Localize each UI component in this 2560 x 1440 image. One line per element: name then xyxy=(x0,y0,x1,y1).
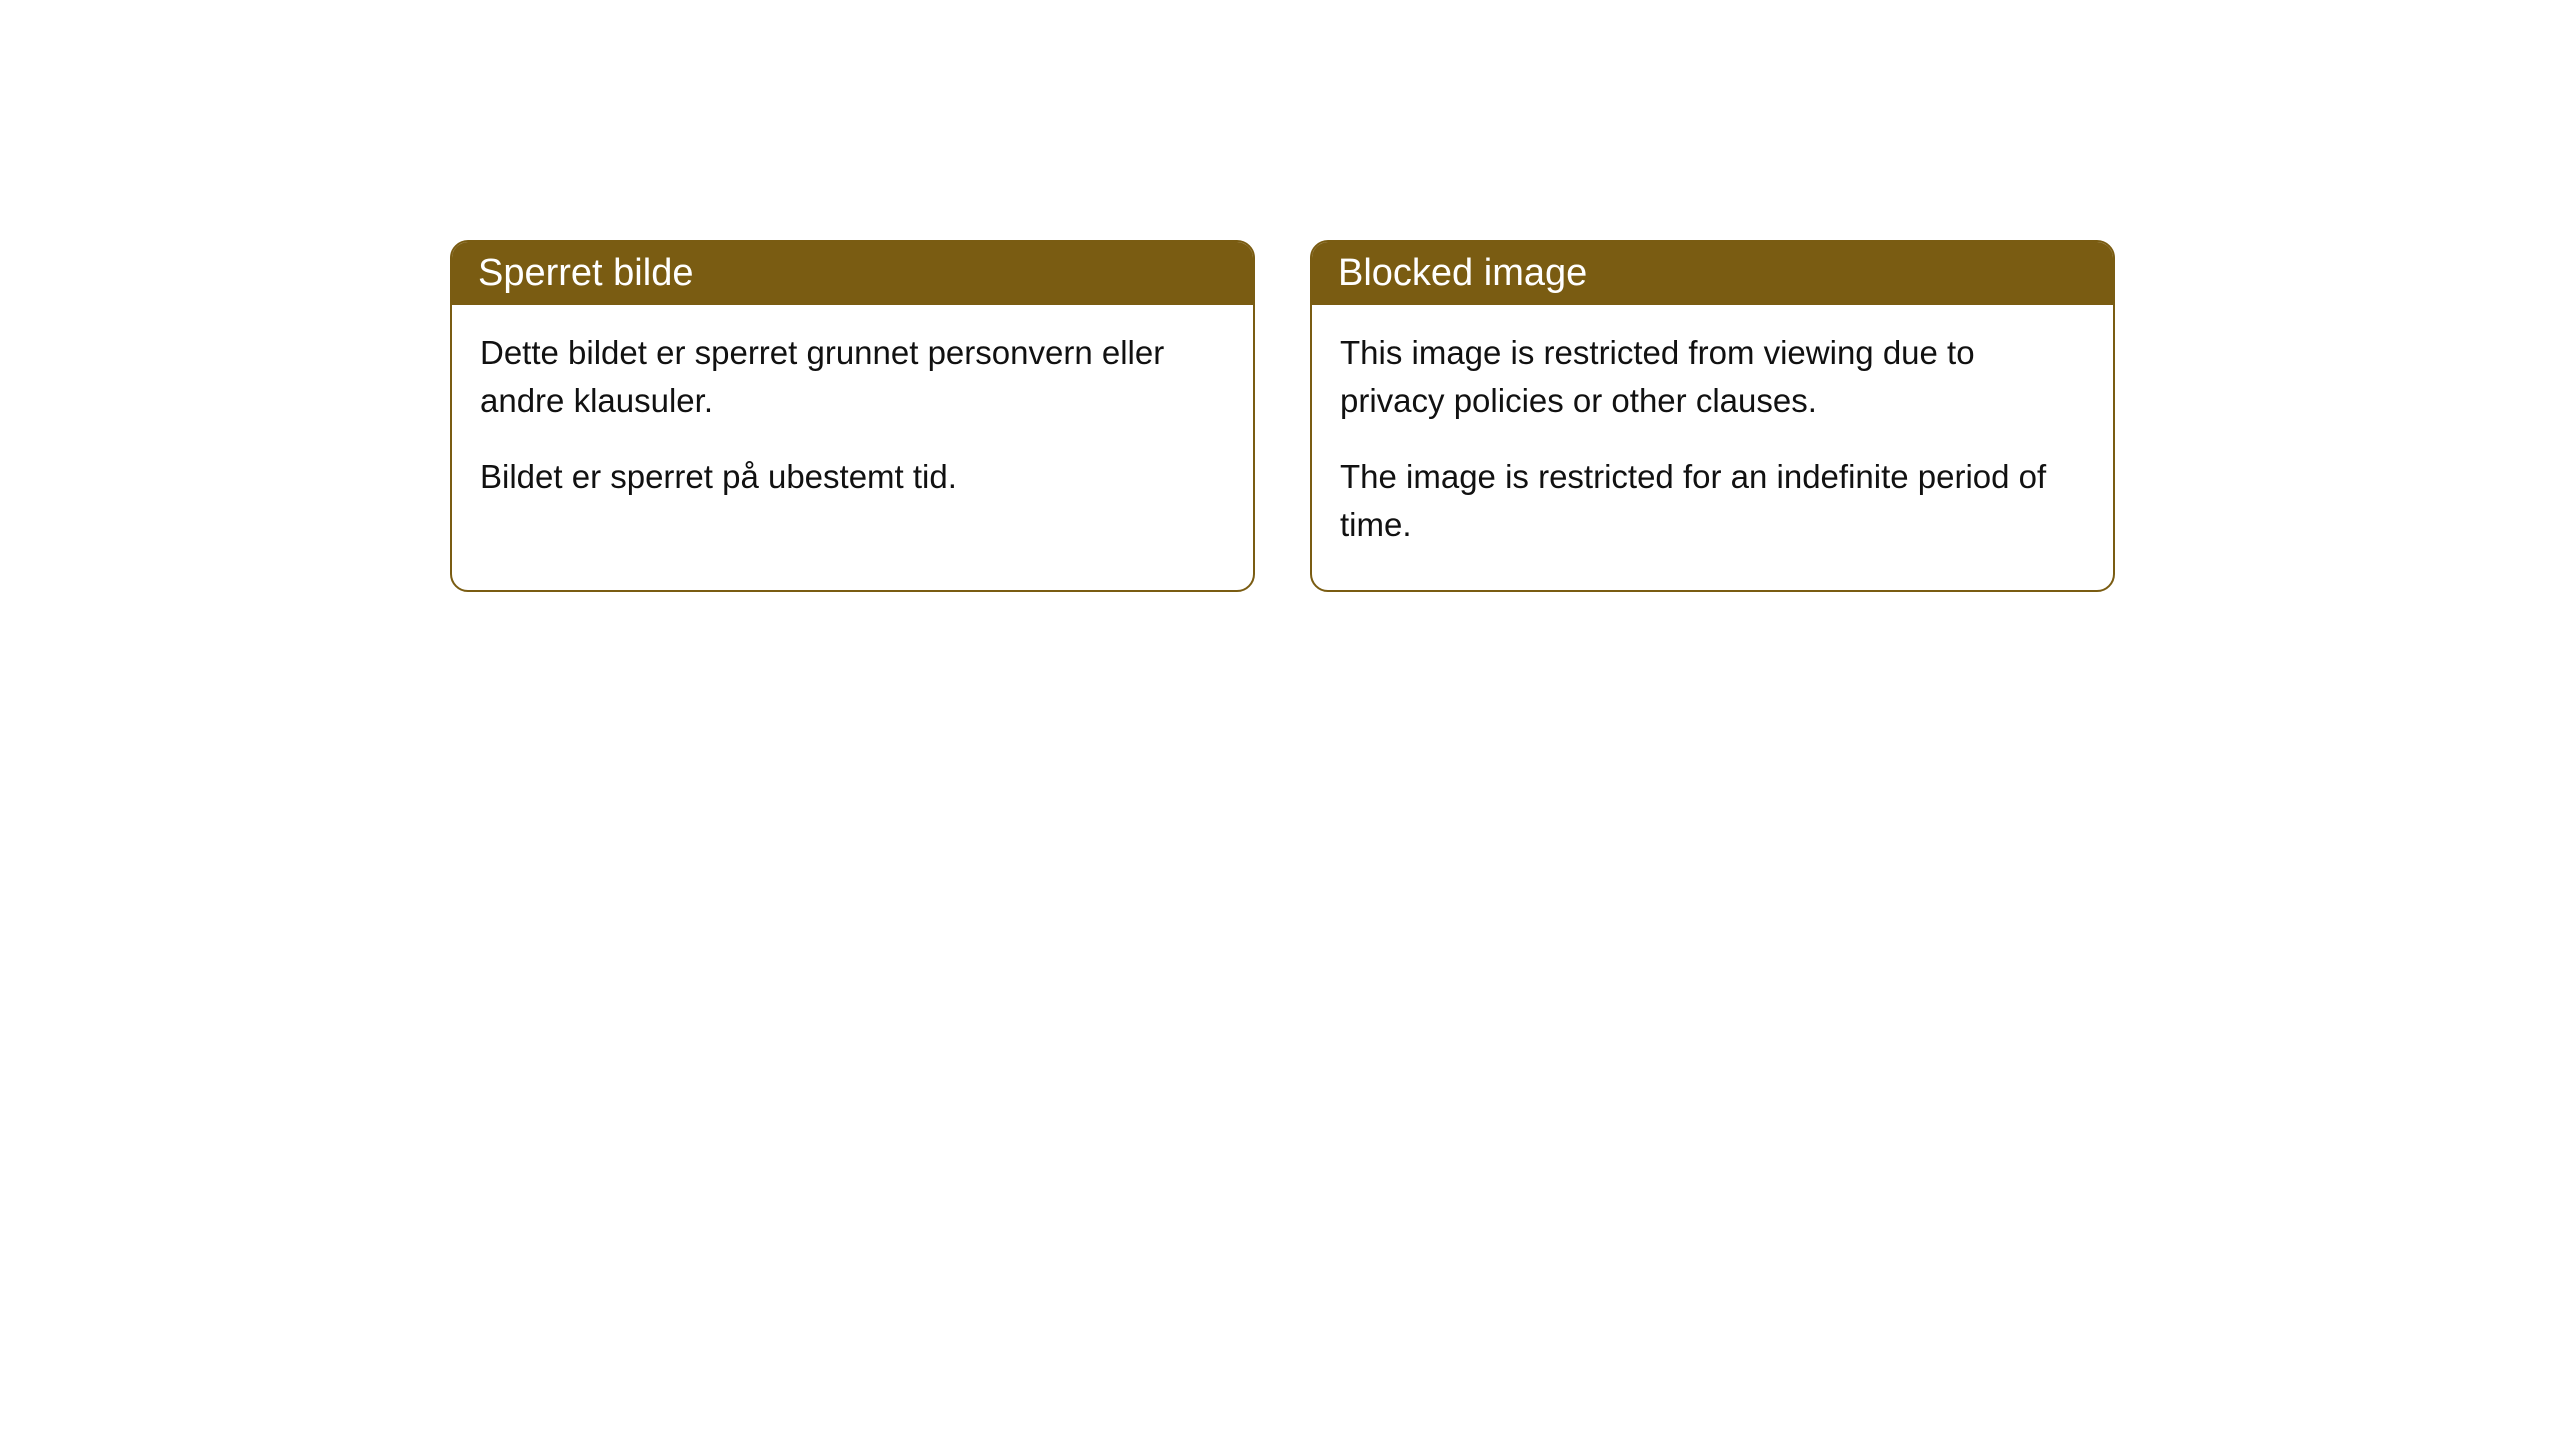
card-paragraph: Dette bildet er sperret grunnet personve… xyxy=(480,329,1225,425)
card-paragraph: Bildet er sperret på ubestemt tid. xyxy=(480,453,1225,501)
card-header: Sperret bilde xyxy=(452,242,1253,305)
card-title: Blocked image xyxy=(1338,252,1587,294)
card-paragraph: This image is restricted from viewing du… xyxy=(1340,329,2085,425)
notice-cards-container: Sperret bilde Dette bildet er sperret gr… xyxy=(450,240,2115,592)
card-paragraph: The image is restricted for an indefinit… xyxy=(1340,453,2085,549)
blocked-image-card-norwegian: Sperret bilde Dette bildet er sperret gr… xyxy=(450,240,1255,592)
card-title: Sperret bilde xyxy=(478,252,693,294)
blocked-image-card-english: Blocked image This image is restricted f… xyxy=(1310,240,2115,592)
card-body: Dette bildet er sperret grunnet personve… xyxy=(452,305,1253,543)
card-body: This image is restricted from viewing du… xyxy=(1312,305,2113,590)
card-header: Blocked image xyxy=(1312,242,2113,305)
